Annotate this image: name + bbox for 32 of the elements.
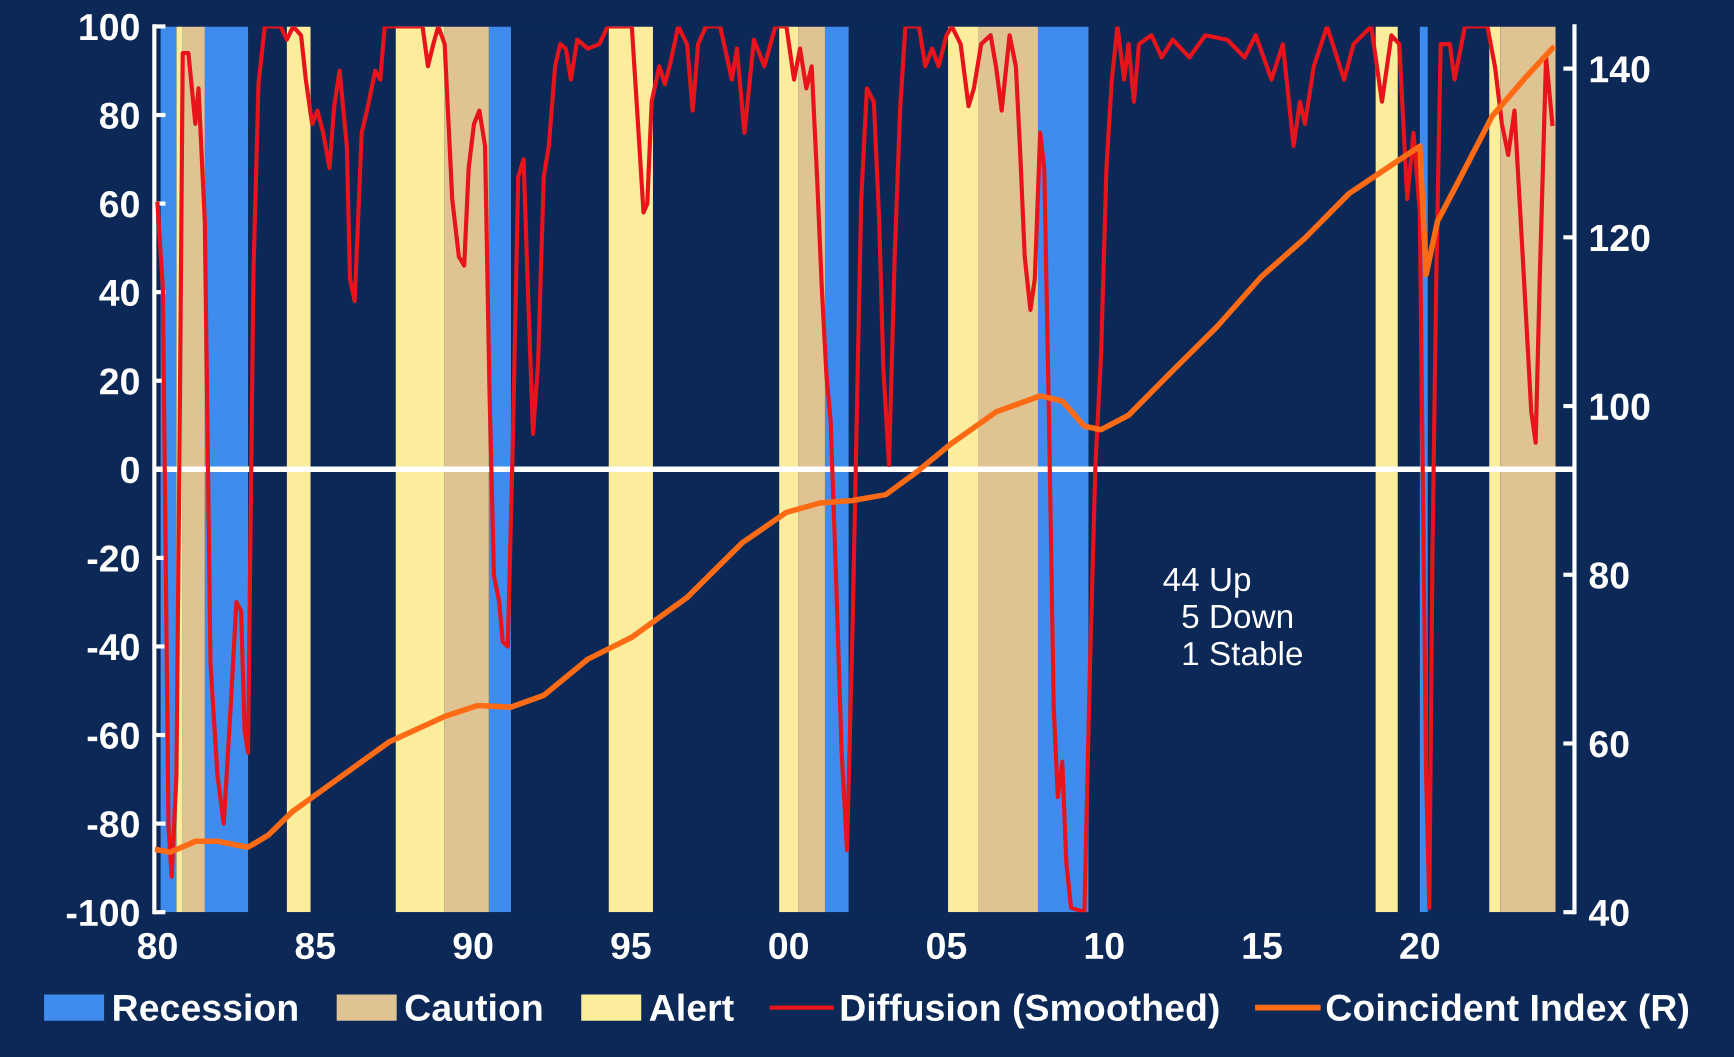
y2-tick-label: 120 <box>1590 224 1650 252</box>
x-tick-label: 85 <box>295 932 336 960</box>
x-tick-label: 90 <box>453 932 493 960</box>
x-tick-label: 20 <box>1400 932 1440 960</box>
y-tick-label: 20 <box>100 368 139 395</box>
y-tick-label: 40 <box>99 279 139 307</box>
y-tick-label: -80 <box>87 811 139 838</box>
x-tick-label: 00 <box>769 932 808 960</box>
x-tick-label: 95 <box>611 932 651 960</box>
y-tick-label: -40 <box>87 633 139 661</box>
y2-tick-label: 40 <box>1588 899 1629 927</box>
legend-label: Alert <box>649 993 734 1022</box>
y-tick-label: 100 <box>80 13 139 41</box>
legend-label: Coincident Index (R) <box>1326 993 1689 1029</box>
y2-tick-label: 140 <box>1590 56 1650 83</box>
y-tick-label: 60 <box>100 190 139 218</box>
x-tick-label: 10 <box>1085 932 1124 960</box>
y-tick-label: 80 <box>99 102 139 129</box>
annotation: 44 Up 5 Down 1 Stable <box>1163 567 1302 666</box>
legend-label: Diffusion (Smoothed) <box>841 993 1219 1029</box>
y-tick-label: 0 <box>121 456 139 484</box>
legend-label: Caution <box>405 993 542 1022</box>
y2-tick-label: 60 <box>1589 730 1629 758</box>
legend-label: Recession <box>114 993 297 1022</box>
y-tick-label: -20 <box>87 545 139 572</box>
y-tick-label: -60 <box>87 722 139 749</box>
x-tick-label: 05 <box>927 932 967 960</box>
y2-tick-label: 100 <box>1590 393 1650 420</box>
y2-tick-label: 80 <box>1589 562 1629 589</box>
x-tick-label: 15 <box>1243 933 1282 960</box>
y-tick-label: -100 <box>66 899 139 927</box>
x-tick-label: 80 <box>137 932 177 960</box>
